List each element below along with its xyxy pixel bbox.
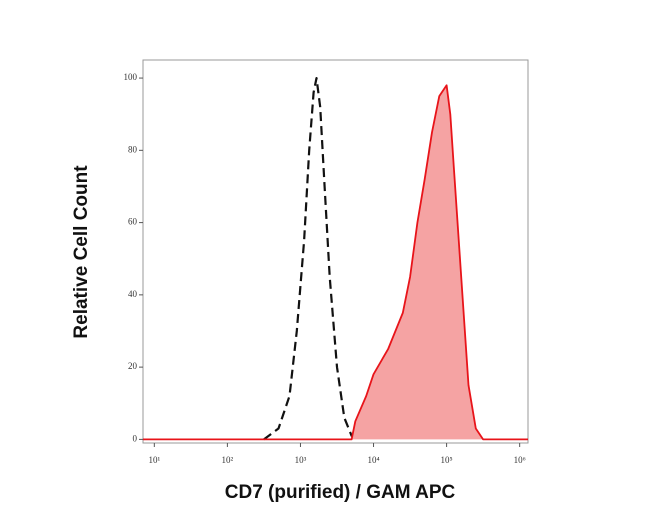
y-tick-label: 0 xyxy=(133,433,138,443)
x-tick-label: 10⁴ xyxy=(367,455,379,465)
x-tick-label: 10⁵ xyxy=(441,455,453,465)
plot-frame xyxy=(142,59,529,444)
x-tick-label: 10² xyxy=(222,455,234,465)
line xyxy=(143,84,528,441)
x-tick-label: 10⁶ xyxy=(514,455,526,465)
x-tick-label: 10¹ xyxy=(148,455,160,465)
y-tick-label: 100 xyxy=(124,72,138,82)
y-axis-title: Relative Cell Count xyxy=(71,165,92,339)
y-tick-label: 60 xyxy=(128,217,138,227)
x-tick-label: 10³ xyxy=(295,455,307,465)
line xyxy=(263,77,360,441)
y-tick-label: 80 xyxy=(128,144,138,154)
area xyxy=(143,85,528,440)
y-tick-label: 20 xyxy=(128,361,138,371)
x-axis-title: CD7 (purified) / GAM APC xyxy=(225,482,456,503)
y-tick-label: 40 xyxy=(128,289,138,299)
